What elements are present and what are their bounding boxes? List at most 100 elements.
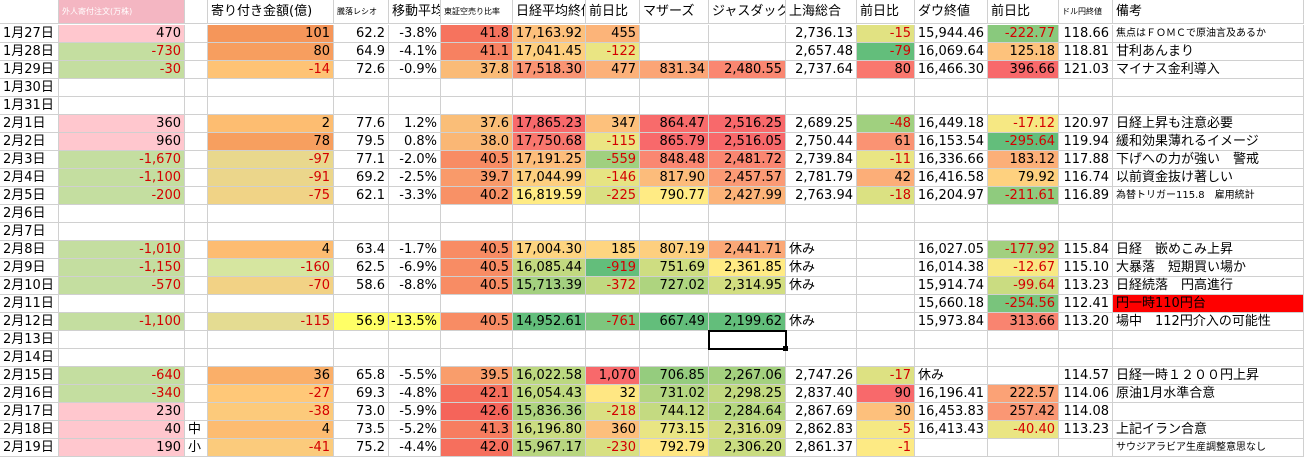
table-cell[interactable] [857,295,915,313]
table-cell[interactable] [185,79,208,97]
table-cell[interactable]: 63.4 [334,241,389,259]
table-cell[interactable]: 42.0 [441,439,513,457]
table-cell[interactable] [441,295,513,313]
table-cell[interactable] [185,169,208,187]
table-cell[interactable]: 16,336.66 [915,151,988,169]
remarks-cell[interactable] [1113,223,1304,241]
table-cell[interactable]: -1,670 [59,151,185,169]
table-cell[interactable]: -3.3% [389,187,441,205]
date-cell[interactable]: 1月28日 [0,43,59,61]
table-cell[interactable] [988,331,1059,349]
table-cell[interactable]: 360 [586,421,640,439]
table-cell[interactable] [185,331,208,349]
table-cell[interactable] [857,205,915,223]
remarks-cell[interactable]: 緩和効果薄れるイメージ [1113,133,1304,151]
table-cell[interactable]: 77.1 [334,151,389,169]
header-cell[interactable]: 寄り付き金額(億) [208,0,334,24]
table-cell[interactable]: 16,413.43 [915,421,988,439]
table-cell[interactable]: -177.92 [988,241,1059,259]
table-cell[interactable]: -919 [586,259,640,277]
table-cell[interactable]: -225 [586,187,640,205]
table-cell[interactable] [586,295,640,313]
table-cell[interactable] [586,79,640,97]
table-cell[interactable]: -4.8% [389,385,441,403]
header-cell[interactable] [0,0,59,24]
table-cell[interactable] [988,79,1059,97]
table-cell[interactable]: 37.8 [441,61,513,79]
table-cell[interactable]: 休み [786,259,857,277]
table-cell[interactable]: 37.6 [441,115,513,133]
table-cell[interactable]: 864.47 [640,115,709,133]
table-cell[interactable]: -17 [857,367,915,385]
table-cell[interactable] [513,205,586,223]
remarks-cell[interactable]: 日経上昇も注意必要 [1113,115,1304,133]
table-cell[interactable] [185,313,208,331]
header-cell[interactable]: 前日比 [988,0,1059,24]
table-cell[interactable] [988,367,1059,385]
date-cell[interactable]: 2月15日 [0,367,59,385]
table-cell[interactable]: 16,153.54 [915,133,988,151]
table-cell[interactable]: -115 [586,133,640,151]
table-cell[interactable] [513,97,586,115]
table-cell[interactable]: 40.5 [441,277,513,295]
table-cell[interactable] [709,223,786,241]
table-cell[interactable]: -11 [857,151,915,169]
table-cell[interactable]: 16,416.58 [915,169,988,187]
table-cell[interactable]: -27 [208,385,334,403]
table-cell[interactable]: 78 [208,133,334,151]
table-cell[interactable]: 15,967.17 [513,439,586,457]
table-cell[interactable]: 4 [208,241,334,259]
table-cell[interactable]: -211.61 [988,187,1059,205]
table-cell[interactable]: 15,914.74 [915,277,988,295]
table-cell[interactable] [640,349,709,367]
date-cell[interactable]: 1月27日 [0,25,59,43]
table-cell[interactable]: 2,739.84 [786,151,857,169]
date-cell[interactable]: 2月13日 [0,331,59,349]
table-cell[interactable] [857,223,915,241]
table-cell[interactable]: 62.5 [334,259,389,277]
table-cell[interactable]: 16,466.30 [915,61,988,79]
table-cell[interactable]: 17,163.92 [513,25,586,43]
table-cell[interactable] [1059,349,1113,367]
table-cell[interactable]: 42.1 [441,385,513,403]
table-cell[interactable] [915,79,988,97]
table-cell[interactable] [389,79,441,97]
table-cell[interactable]: 865.79 [640,133,709,151]
table-cell[interactable] [640,79,709,97]
header-cell[interactable]: 前日比 [586,0,640,24]
table-cell[interactable]: -13.5% [389,313,441,331]
table-cell[interactable] [1059,331,1113,349]
table-cell[interactable]: 2,657.48 [786,43,857,61]
table-cell[interactable]: 72.6 [334,61,389,79]
table-cell[interactable]: 17,004.30 [513,241,586,259]
header-cell[interactable]: 移動平均 [389,0,441,24]
remarks-cell[interactable] [1113,97,1304,115]
table-cell[interactable]: 4 [208,421,334,439]
table-cell[interactable]: 41.3 [441,421,513,439]
table-cell[interactable]: 2,747.26 [786,367,857,385]
table-cell[interactable]: 2,867.69 [786,403,857,421]
table-cell[interactable]: 2,862.83 [786,421,857,439]
table-cell[interactable]: 125.18 [988,43,1059,61]
table-cell[interactable]: -640 [59,367,185,385]
table-cell[interactable]: -1,100 [59,169,185,187]
table-cell[interactable]: 807.19 [640,241,709,259]
table-cell[interactable]: 960 [59,133,185,151]
table-cell[interactable] [586,331,640,349]
table-cell[interactable]: 2,689.25 [786,115,857,133]
table-cell[interactable]: 360 [59,115,185,133]
table-cell[interactable]: 2,737.64 [786,61,857,79]
table-cell[interactable] [185,133,208,151]
table-cell[interactable] [915,349,988,367]
date-cell[interactable]: 2月5日 [0,187,59,205]
table-cell[interactable]: 2,481.72 [709,151,786,169]
table-cell[interactable]: 69.3 [334,385,389,403]
table-cell[interactable]: -15 [857,25,915,43]
date-cell[interactable]: 2月18日 [0,421,59,439]
remarks-cell[interactable]: サウジアラビア生産調整意思なし [1113,439,1304,457]
table-cell[interactable] [513,331,586,349]
table-cell[interactable]: -5 [857,421,915,439]
table-cell[interactable]: 15,660.18 [915,295,988,313]
table-cell[interactable]: 40.5 [441,259,513,277]
